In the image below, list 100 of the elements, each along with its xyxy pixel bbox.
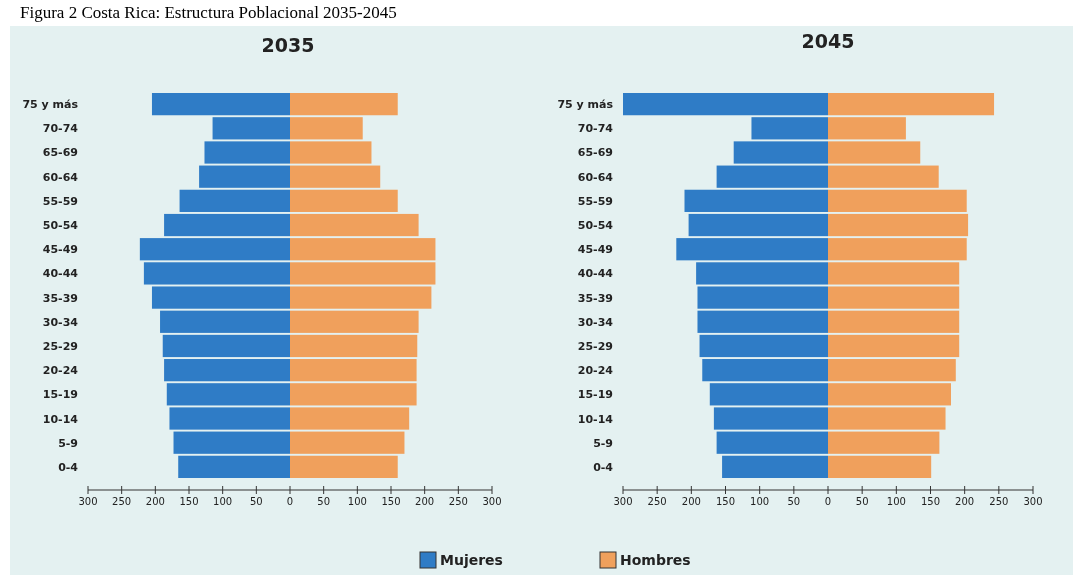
x-tick-label: 50: [249, 496, 263, 507]
bar: [828, 383, 951, 406]
x-tick-label: 200: [955, 496, 975, 507]
x-tick-label: 50: [787, 496, 801, 507]
y-tick-label: 55-59: [577, 194, 613, 208]
bar: [204, 141, 290, 164]
y-tick-label: 25-29: [577, 339, 613, 353]
x-tick-label: 300: [1023, 496, 1043, 507]
bar: [290, 407, 410, 430]
bar: [702, 359, 828, 382]
bar: [828, 359, 956, 382]
legend-label: Hombres: [620, 552, 691, 568]
y-tick-label: 45-49: [577, 243, 613, 257]
bar: [290, 189, 398, 212]
y-tick-label: 60-64: [42, 170, 79, 184]
x-tick-label: 200: [415, 496, 435, 507]
y-tick-label: 75 y más: [22, 98, 79, 112]
bar: [697, 310, 828, 333]
y-tick-label: 65-69: [577, 146, 613, 160]
y-tick-label: 15-19: [577, 388, 613, 402]
x-tick-label: 150: [920, 496, 941, 507]
bar: [709, 383, 828, 406]
chart-title: 2035: [261, 34, 315, 56]
bar: [290, 383, 417, 406]
bar: [623, 93, 828, 116]
x-tick-label: 100: [886, 496, 906, 507]
y-tick-label: 45-49: [42, 243, 78, 257]
x-tick-label: 100: [347, 496, 367, 507]
bar: [751, 117, 828, 140]
x-tick-label: 300: [613, 496, 633, 507]
bar: [828, 117, 906, 140]
y-tick-label: 25-29: [42, 339, 78, 353]
x-tick-label: 150: [381, 496, 401, 507]
bar: [166, 383, 290, 406]
y-tick-label: 5-9: [58, 436, 78, 450]
x-tick-label: 250: [647, 496, 667, 507]
y-tick-label: 40-44: [577, 267, 614, 281]
y-tick-label: 0-4: [593, 460, 614, 474]
y-tick-label: 35-39: [42, 291, 78, 305]
bar: [162, 334, 290, 358]
x-tick-label: 50: [317, 496, 331, 507]
bar: [676, 238, 828, 261]
bar: [290, 431, 405, 454]
bar: [160, 310, 290, 333]
bar: [290, 334, 418, 358]
y-tick-label: 40-44: [42, 267, 79, 281]
y-tick-label: 10-14: [42, 412, 79, 426]
y-tick-label: 35-39: [577, 291, 613, 305]
x-tick-label: 150: [715, 496, 736, 507]
bar: [164, 213, 290, 237]
bar: [212, 117, 290, 140]
bar: [290, 165, 381, 188]
bar: [828, 407, 946, 430]
bar: [290, 359, 417, 382]
y-tick-label: 15-19: [42, 388, 78, 402]
bar: [828, 455, 932, 478]
y-tick-label: 20-24: [42, 364, 79, 378]
y-tick-label: 55-59: [42, 194, 78, 208]
x-tick-label: 200: [681, 496, 701, 507]
bar: [733, 141, 828, 164]
bar: [139, 238, 290, 261]
text: Figura 2 Costa Rica: Estructura Poblacional 2035-2045: [20, 3, 397, 22]
y-tick-label: 50-54: [577, 219, 614, 233]
bar: [828, 141, 921, 164]
bar: [828, 93, 995, 116]
x-tick-label: 300: [78, 496, 98, 507]
y-tick-label: 20-24: [577, 364, 614, 378]
y-tick-label: 60-64: [577, 170, 614, 184]
x-tick-label: 50: [855, 496, 869, 507]
bar: [169, 407, 290, 430]
bar: [178, 455, 290, 478]
x-tick-label: 100: [750, 496, 770, 507]
x-tick-label: 0: [286, 496, 294, 507]
bar: [290, 93, 398, 116]
bar: [828, 310, 960, 333]
bar: [290, 141, 372, 164]
bar: [828, 189, 967, 212]
bar: [713, 407, 828, 430]
bar: [290, 213, 419, 237]
bar: [828, 213, 969, 237]
bar: [688, 213, 828, 237]
bar: [290, 310, 419, 333]
y-tick-label: 70-74: [42, 122, 79, 136]
y-tick-label: 70-74: [577, 122, 614, 136]
bar: [716, 165, 828, 188]
x-tick-label: 200: [145, 496, 165, 507]
chart-title: 2045: [801, 30, 855, 52]
y-tick-label: 75 y más: [557, 98, 614, 112]
bar: [722, 455, 828, 478]
bar: [699, 334, 828, 358]
bar: [290, 117, 363, 140]
bar: [828, 334, 960, 358]
bar: [290, 238, 436, 261]
bar: [828, 431, 940, 454]
x-tick-label: 300: [482, 496, 502, 507]
y-tick-label: 50-54: [42, 219, 79, 233]
x-tick-label: 0: [824, 496, 832, 507]
y-tick-label: 65-69: [42, 146, 78, 160]
legend-label: Mujeres: [440, 552, 503, 568]
bar: [173, 431, 290, 454]
